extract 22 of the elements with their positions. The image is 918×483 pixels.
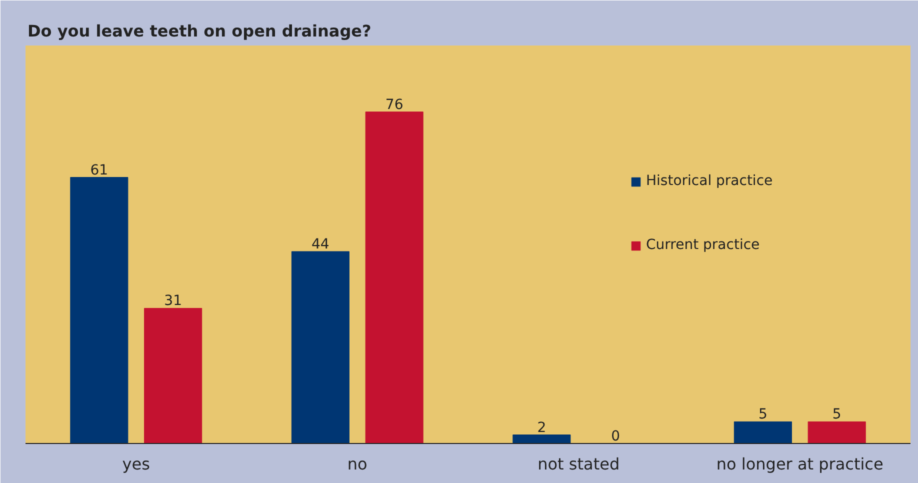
data-label: 5 — [832, 406, 842, 423]
x-tick-label: no — [347, 454, 368, 474]
data-label: 5 — [758, 406, 768, 423]
x-tick-label: yes — [122, 454, 150, 474]
bar — [365, 112, 424, 444]
x-tick-label: no longer at practice — [716, 454, 884, 474]
legend-label: Historical practice — [646, 173, 773, 189]
bar — [70, 177, 128, 444]
legend-label: Current practice — [646, 237, 760, 253]
data-label: 44 — [312, 236, 330, 252]
data-label: 2 — [537, 420, 546, 436]
chart-title: Do you leave teeth on open drainage? — [28, 22, 372, 40]
data-label: 61 — [90, 162, 108, 178]
bar — [144, 308, 202, 444]
x-tick-label: not stated — [538, 454, 620, 474]
bar — [808, 421, 866, 444]
bar — [512, 434, 571, 444]
data-label: 31 — [164, 293, 182, 310]
data-label: 76 — [385, 96, 404, 113]
bar — [291, 251, 350, 444]
data-label: 0 — [611, 428, 620, 444]
bar — [734, 421, 792, 444]
